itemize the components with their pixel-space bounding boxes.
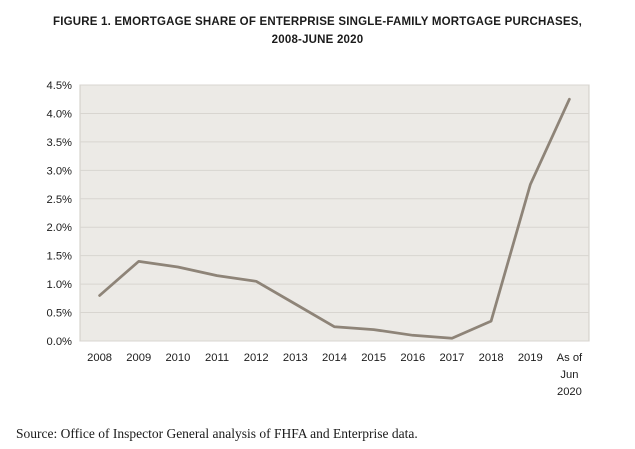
plot-area	[79, 84, 590, 342]
y-axis-tick-label: 1.5%	[47, 251, 73, 263]
x-axis-tick-label: 2013	[283, 352, 308, 364]
x-axis-tick-label: 2015	[361, 352, 386, 364]
y-axis-tick-label: 0.5%	[47, 308, 73, 320]
y-axis-tick-label: 3.5%	[47, 137, 73, 149]
x-axis-tick-label: 2009	[126, 352, 151, 364]
x-axis-tick-label: 2017	[440, 352, 465, 364]
x-axis-tick-label: 2020	[557, 386, 582, 398]
y-axis-tick-label: 1.0%	[47, 279, 73, 291]
data-line-series	[98, 97, 571, 340]
x-axis-tick-label: 2008	[87, 352, 112, 364]
chart-title-line2: 2008-JUNE 2020	[271, 34, 364, 46]
y-axis-tick-label: 2.5%	[47, 194, 73, 206]
source-note: Source: Office of Inspector General anal…	[16, 426, 418, 441]
x-axis-tick-label: Jun	[560, 369, 578, 381]
y-axis-tick-label: 4.0%	[47, 108, 73, 120]
y-axis-tick-label: 2.0%	[47, 222, 73, 234]
x-axis-tick-label: 2011	[205, 352, 229, 364]
x-axis-tick-label: As of	[557, 352, 583, 364]
x-axis-tick-label: 2018	[479, 352, 504, 364]
x-axis-tick-label: 2010	[165, 352, 190, 364]
x-axis-tick-label: 2014	[322, 352, 347, 364]
y-axis-tick-label: 3.0%	[47, 165, 73, 177]
y-axis-tick-label: 0.0%	[47, 336, 73, 348]
x-axis-tick-label: 2019	[518, 352, 543, 364]
x-axis-tick-label: 2012	[244, 352, 269, 364]
chart-title-line1: FIGURE 1. EMORTGAGE SHARE OF ENTERPRISE …	[53, 16, 582, 28]
y-axis-tick-label: 4.5%	[47, 80, 73, 92]
chart-title: FIGURE 1. EMORTGAGE SHARE OF ENTERPRISE …	[0, 13, 635, 49]
x-axis-tick-label: 2016	[400, 352, 425, 364]
